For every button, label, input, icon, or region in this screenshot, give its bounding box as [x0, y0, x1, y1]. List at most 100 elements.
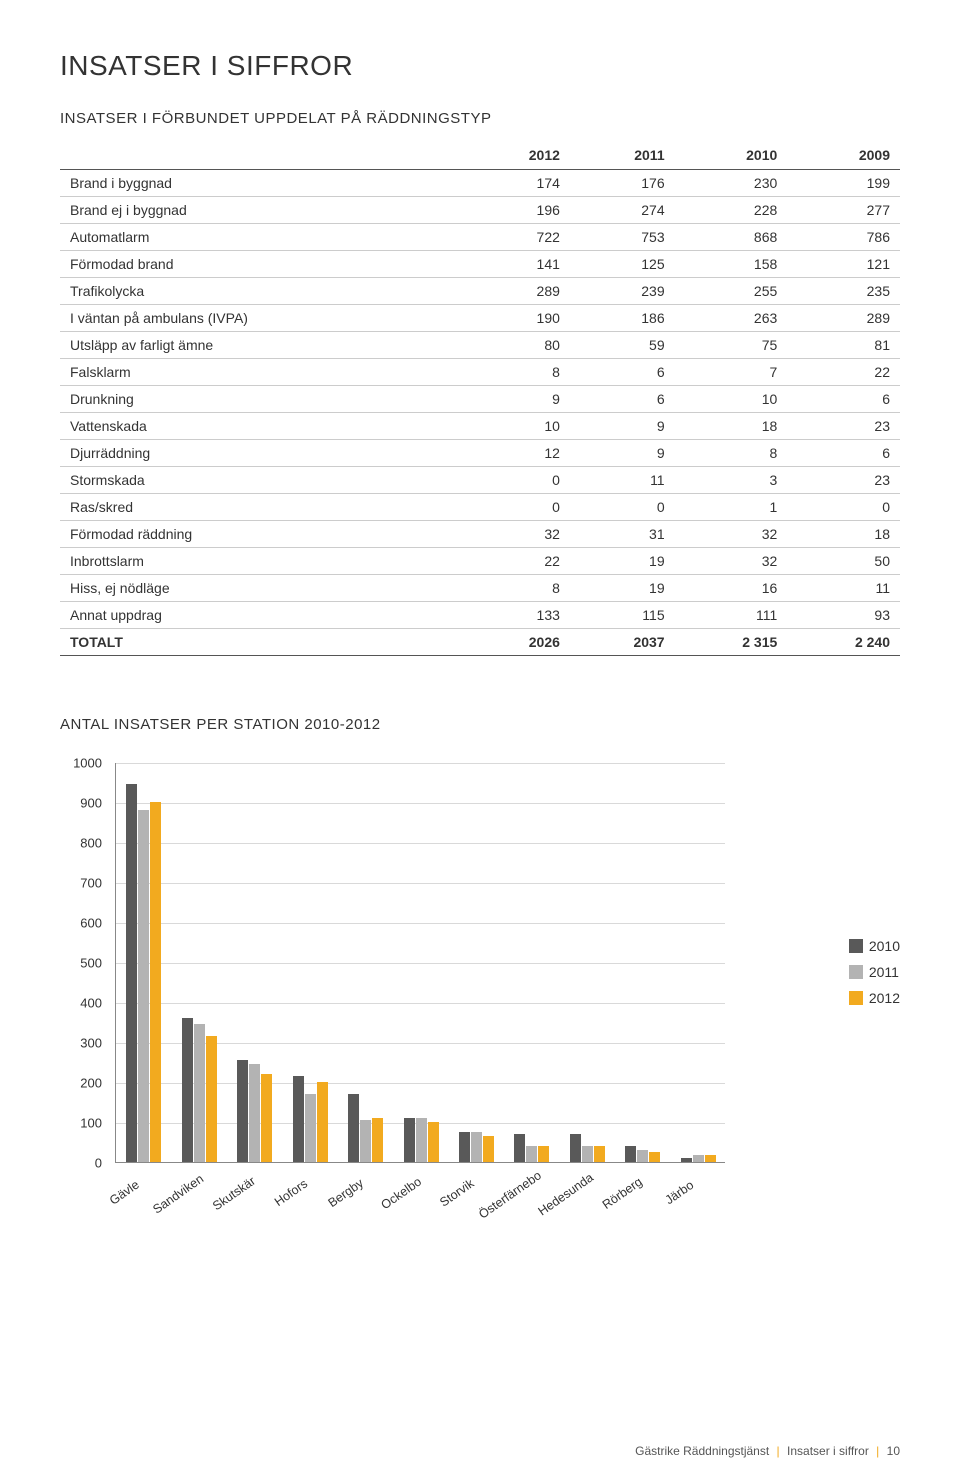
table-cell: 0 [465, 494, 570, 521]
table-cell: 3 [675, 467, 788, 494]
bar [514, 1134, 525, 1162]
table-cell: Förmodad brand [60, 251, 465, 278]
table-cell: I väntan på ambulans (IVPA) [60, 305, 465, 332]
table-cell: 6 [787, 440, 900, 467]
table-cell: 9 [465, 386, 570, 413]
table-cell: 75 [675, 332, 788, 359]
legend-item: 2010 [849, 938, 900, 954]
table-cell: 8 [465, 575, 570, 602]
table-cell: 93 [787, 602, 900, 629]
y-axis-tick: 0 [95, 1156, 102, 1171]
table-cell: 32 [465, 521, 570, 548]
table-row: Ras/skred0010 [60, 494, 900, 521]
x-axis-label: Järbo [662, 1178, 696, 1207]
table-cell: 22 [787, 359, 900, 386]
bar-group [625, 1146, 660, 1162]
table-cell: 8 [675, 440, 788, 467]
bar [261, 1074, 272, 1162]
table-cell: 19 [570, 548, 675, 575]
table-cell: Annat uppdrag [60, 602, 465, 629]
bar-group [404, 1118, 439, 1162]
y-axis-tick: 300 [80, 1036, 102, 1051]
y-axis-tick: 100 [80, 1116, 102, 1131]
table-cell: 1 [675, 494, 788, 521]
bar [570, 1134, 581, 1162]
bar [582, 1146, 593, 1162]
table-cell: Falsklarm [60, 359, 465, 386]
legend-label: 2010 [869, 938, 900, 954]
table-cell: 121 [787, 251, 900, 278]
table-cell: 786 [787, 224, 900, 251]
bar-group [182, 1018, 217, 1162]
table-cell: 80 [465, 332, 570, 359]
bar-group [570, 1134, 605, 1162]
bar [249, 1064, 260, 1162]
table-cell: Förmodad räddning [60, 521, 465, 548]
table-row: Förmodad räddning32313218 [60, 521, 900, 548]
bar [471, 1132, 482, 1162]
table-cell: 263 [675, 305, 788, 332]
table-cell: 31 [570, 521, 675, 548]
bar [404, 1118, 415, 1162]
table-cell: Brand i byggnad [60, 170, 465, 197]
table-cell: 158 [675, 251, 788, 278]
table-cell: 111 [675, 602, 788, 629]
footer-separator-icon: | [773, 1444, 784, 1458]
table-row: Hiss, ej nödläge8191611 [60, 575, 900, 602]
table-cell: 23 [787, 467, 900, 494]
legend-swatch-icon [849, 965, 863, 979]
x-axis-label: Ockelbo [378, 1174, 424, 1212]
bar [526, 1146, 537, 1162]
table-row: Brand i byggnad174176230199 [60, 170, 900, 197]
table-cell: 10 [465, 413, 570, 440]
bar-group [681, 1155, 716, 1162]
table-header: 2010 [675, 141, 788, 170]
table-cell: 199 [787, 170, 900, 197]
table-cell: 230 [675, 170, 788, 197]
table-cell: 6 [570, 359, 675, 386]
bar [459, 1132, 470, 1162]
table-cell: 8 [465, 359, 570, 386]
table-cell: 277 [787, 197, 900, 224]
bar [182, 1018, 193, 1162]
legend-label: 2011 [869, 964, 899, 980]
table-cell: 133 [465, 602, 570, 629]
table-row: Falsklarm86722 [60, 359, 900, 386]
y-axis-tick: 600 [80, 916, 102, 931]
table-cell: 2 315 [675, 629, 788, 656]
legend-label: 2012 [869, 990, 900, 1006]
bar [681, 1158, 692, 1162]
y-axis-tick: 800 [80, 836, 102, 851]
table-cell: 22 [465, 548, 570, 575]
y-axis-tick: 200 [80, 1076, 102, 1091]
table-cell: 6 [570, 386, 675, 413]
table-cell: 2037 [570, 629, 675, 656]
legend-item: 2011 [849, 964, 900, 980]
table-cell: Ras/skred [60, 494, 465, 521]
table-cell: 18 [787, 521, 900, 548]
table-cell: 9 [570, 440, 675, 467]
bar [649, 1152, 660, 1162]
y-axis-tick: 900 [80, 796, 102, 811]
bar [705, 1155, 716, 1162]
table-row: Utsläpp av farligt ämne80597581 [60, 332, 900, 359]
table-cell: Djurräddning [60, 440, 465, 467]
bar [637, 1150, 648, 1162]
table-cell: 50 [787, 548, 900, 575]
chart-gridline [116, 963, 725, 964]
bar [416, 1118, 427, 1162]
x-axis-label: Rörberg [600, 1175, 645, 1212]
table-cell: 274 [570, 197, 675, 224]
bar-group [348, 1094, 383, 1162]
chart-gridline [116, 1003, 725, 1004]
table-cell: 125 [570, 251, 675, 278]
data-table: 2012201120102009 Brand i byggnad17417623… [60, 141, 900, 656]
table-cell: 190 [465, 305, 570, 332]
table-cell: 59 [570, 332, 675, 359]
bar-group [126, 784, 161, 1162]
table-cell: 0 [570, 494, 675, 521]
footer-separator-icon: | [872, 1444, 883, 1458]
table-cell: 239 [570, 278, 675, 305]
chart-gridline [116, 843, 725, 844]
table-cell: 2 240 [787, 629, 900, 656]
